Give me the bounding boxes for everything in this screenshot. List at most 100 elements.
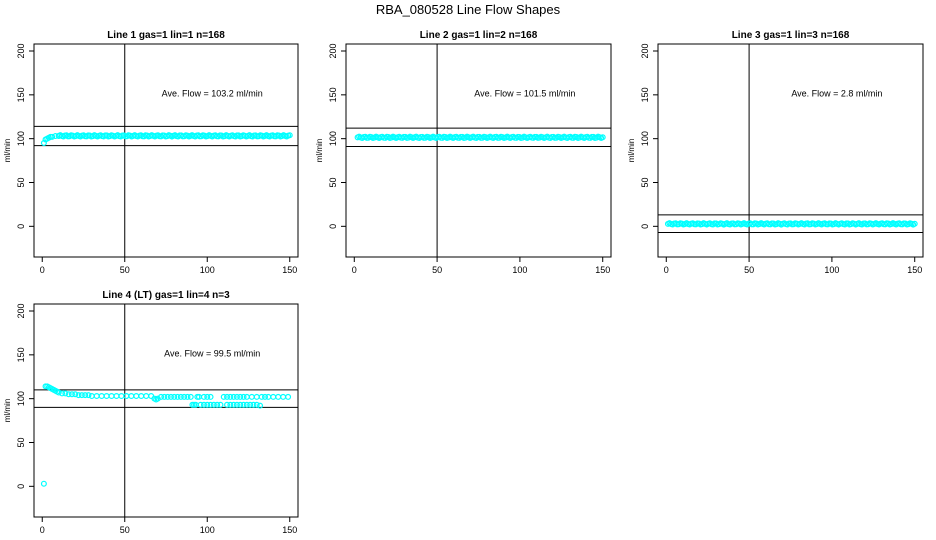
y-tick-label: 150	[328, 87, 338, 102]
data-point	[93, 393, 100, 400]
data-point	[258, 393, 265, 400]
data-point	[275, 393, 282, 400]
average-flow-annotation: Ave. Flow = 101.5 ml/min	[474, 89, 575, 99]
chart-panel-3: Line 3 gas=1 lin=3 n=168 ml/min 0 50 100 150 2…	[627, 30, 924, 275]
average-flow-annotation: Ave. Flow = 103.2 ml/min	[162, 89, 263, 99]
y-axis-label: ml/min	[3, 399, 12, 423]
data-point	[181, 393, 188, 400]
x-tick-label: 0	[352, 265, 357, 275]
data-point	[59, 390, 66, 397]
data-point	[248, 393, 255, 400]
chart-title: Line 2 gas=1 lin=2 n=168	[420, 30, 538, 41]
data-point	[262, 393, 269, 400]
y-tick-label: 200	[16, 303, 26, 318]
y-tick-label: 50	[328, 177, 338, 187]
data-point	[233, 393, 240, 400]
data-point	[285, 393, 292, 400]
x-tick-label: 50	[744, 265, 754, 275]
chart-panel-4: Line 4 (LT) gas=1 lin=4 n=3 ml/min 0 50 100 1…	[3, 290, 299, 535]
data-point	[82, 392, 89, 399]
data-point	[200, 401, 207, 408]
data-point	[207, 401, 214, 408]
data-point	[197, 401, 204, 408]
data-point	[240, 393, 247, 400]
data-point	[143, 393, 150, 400]
y-axis-label: ml/min	[3, 139, 12, 163]
plot-frame	[33, 43, 299, 258]
data-point	[237, 393, 244, 400]
y-tick-label: 100	[16, 391, 26, 406]
data-point	[210, 401, 217, 408]
data-point	[158, 393, 165, 400]
data-point	[230, 401, 237, 408]
data-point	[247, 401, 254, 408]
data-point	[49, 133, 56, 140]
y-tick-label: 50	[16, 437, 26, 447]
data-point	[108, 393, 115, 400]
data-point	[286, 132, 293, 139]
x-tick-label: 150	[282, 525, 297, 535]
chart-title: Line 4 (LT) gas=1 lin=4 n=3	[102, 290, 230, 301]
data-point	[113, 393, 120, 400]
chart-panel-2: Line 2 gas=1 lin=2 n=168 ml/min 0 50 100 150 2…	[315, 30, 612, 275]
data-point	[253, 401, 260, 408]
data-point	[227, 393, 234, 400]
x-tick-label: 0	[664, 265, 669, 275]
y-tick-label: 200	[640, 43, 650, 58]
chart-title: Line 1 gas=1 lin=1 n=168	[107, 30, 225, 41]
data-point	[243, 393, 250, 400]
data-point	[85, 392, 92, 399]
data-point	[98, 393, 105, 400]
x-tick-label: 150	[907, 265, 922, 275]
data-point	[40, 480, 47, 487]
y-tick-label: 0	[328, 224, 338, 229]
data-point	[911, 220, 918, 227]
x-tick-label: 50	[120, 525, 130, 535]
plot-frame	[33, 303, 299, 518]
data-point	[220, 393, 227, 400]
x-tick-label: 150	[595, 265, 610, 275]
data-point	[184, 393, 191, 400]
data-point	[204, 393, 211, 400]
data-point	[62, 390, 69, 397]
data-point	[280, 393, 287, 400]
data-point	[233, 401, 240, 408]
data-point	[138, 393, 145, 400]
data-points	[664, 220, 918, 228]
data-point	[68, 391, 75, 398]
chart-panel-1: Line 1 gas=1 lin=1 n=168 ml/min 0 50 100 150 2…	[3, 30, 299, 275]
y-tick-label: 0	[16, 224, 26, 229]
data-point	[55, 389, 62, 396]
y-axis-label: ml/min	[315, 139, 324, 163]
y-tick-label: 50	[640, 177, 650, 187]
data-point	[230, 393, 237, 400]
x-tick-label: 50	[432, 265, 442, 275]
y-axis-label: ml/min	[627, 139, 636, 163]
x-tick-label: 100	[824, 265, 839, 275]
y-tick-label: 50	[16, 177, 26, 187]
plot-frame	[345, 43, 612, 258]
data-point	[240, 401, 247, 408]
y-tick-label: 150	[16, 347, 26, 362]
data-point	[118, 393, 125, 400]
data-point	[75, 392, 82, 399]
y-tick-label: 200	[328, 43, 338, 58]
page-title: RBA_080528 Line Flow Shapes	[375, 2, 561, 17]
data-points	[40, 383, 292, 487]
average-flow-annotation: Ave. Flow = 99.5 ml/min	[164, 349, 260, 359]
data-point	[237, 401, 244, 408]
y-tick-label: 200	[16, 43, 26, 58]
x-tick-label: 100	[200, 265, 215, 275]
x-tick-label: 50	[120, 265, 130, 275]
data-point	[128, 393, 135, 400]
data-point	[103, 393, 110, 400]
data-point	[161, 393, 168, 400]
x-tick-label: 100	[512, 265, 527, 275]
data-point	[243, 401, 250, 408]
y-tick-label: 0	[16, 484, 26, 489]
data-point	[270, 393, 277, 400]
x-tick-label: 150	[282, 265, 297, 275]
y-tick-label: 100	[16, 131, 26, 146]
data-point	[78, 392, 85, 399]
